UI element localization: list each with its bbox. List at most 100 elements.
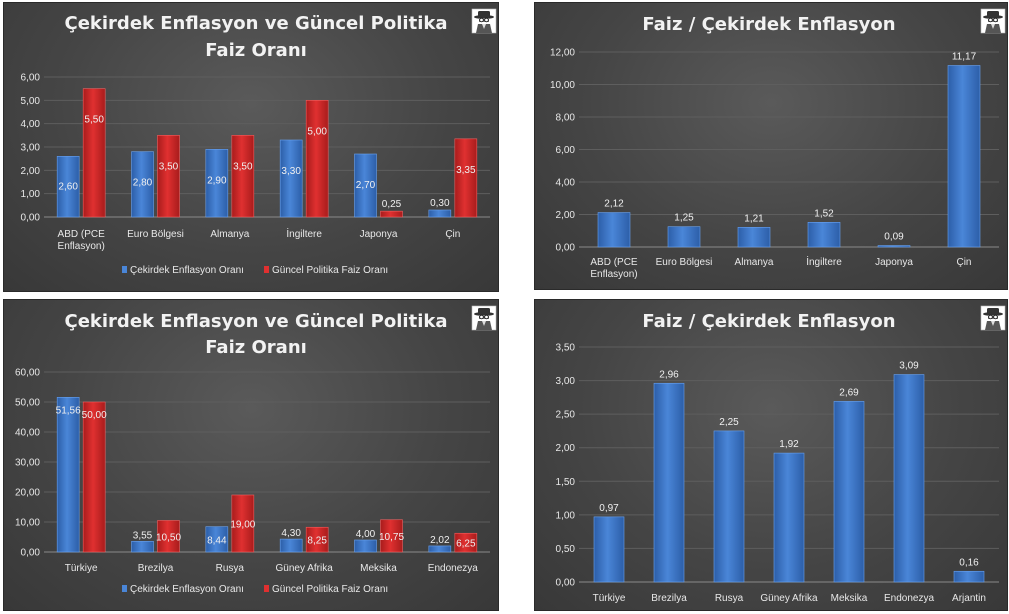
bar-series2 [380,210,403,218]
y-tick-label: 0,50 [556,544,576,555]
bar-series1 [354,153,377,218]
y-tick-label: 50,00 [15,398,40,409]
data-label: 3,55 [133,530,153,541]
y-tick-label: 5,00 [21,96,41,107]
y-tick-label: 0,00 [21,548,41,559]
bar-series2 [157,520,180,553]
y-tick-label: 0,00 [556,243,576,254]
bar-series1 [205,149,229,218]
x-category-label: Rusya [216,563,245,574]
data-label: 3,50 [159,161,179,172]
y-tick-label: 10,00 [15,518,40,529]
x-category-label: Endonezya [428,563,478,574]
data-label: 4,00 [356,529,376,540]
y-tick-label: 1,00 [21,189,41,200]
y-tick-label: 3,00 [556,376,576,387]
chart-title-line: Çekirdek Enflasyon ve Güncel Politika [65,13,448,34]
chart-svg: Faiz / Çekirdek Enflasyon 0,00 0,50 1,00 1,5… [556,305,1006,604]
bar-series1 [773,452,805,583]
chart-title-line: Çekirdek Enflasyon ve Güncel Politika [65,311,448,332]
bar-series1 [428,209,452,218]
y-tick-label: 1,00 [556,510,576,521]
bar-series1 [807,222,841,248]
y-tick-label: 20,00 [15,488,40,499]
y-tick-label: 4,00 [21,119,41,130]
x-category-label: Türkiye [65,563,98,574]
x-category-label: Brezilya [138,563,174,574]
bar-series1 [131,151,154,218]
bar-series1 [205,526,229,553]
bar-series1 [713,430,745,583]
detective-logo-icon [471,305,497,331]
y-tick-label: 2,50 [556,410,576,421]
data-label: 5,50 [84,115,104,126]
x-category-label: Güney Afrika [276,563,334,574]
data-label: 5,00 [307,126,327,137]
data-label: 3,09 [899,361,919,372]
bar-series1 [597,212,631,248]
bar-series2 [305,526,329,553]
data-label: 2,70 [356,180,376,191]
bar-series2 [454,532,478,553]
legend-swatch [122,585,127,592]
x-category-label: Almanya [210,229,249,240]
y-tick-label: 2,00 [556,210,576,221]
data-label: 10,75 [379,532,404,543]
data-label: 3,50 [233,161,253,172]
data-label: 0,09 [884,232,904,243]
data-label: 1,92 [779,439,799,450]
chart-panel-core-inflation-policy-rate-developed: Çekirdek Enflasyon ve Güncel Politika Fai… [3,2,499,292]
bar-series2 [157,135,180,218]
x-category-label: Meksika [360,563,397,574]
bar-series2 [380,519,403,553]
y-tick-label: 1,50 [556,477,576,488]
data-label: 0,97 [599,503,619,514]
y-tick-label: 6,00 [556,145,576,156]
bar-series2 [231,494,255,553]
data-label: 2,02 [430,535,450,546]
bar-series2 [454,138,478,218]
legend-swatch [264,266,269,273]
data-label: 2,25 [719,417,739,428]
bar-series1 [667,226,701,248]
legend-entry: Çekirdek Enflasyon Oranı [130,584,244,595]
x-category-label: Güney Afrika [760,593,818,604]
bar-series1 [833,401,865,583]
x-category-label: ABD (PCE [590,257,638,268]
data-label: 2,80 [133,178,153,189]
bar-series1 [877,245,911,248]
x-category-label: Almanya [735,257,774,268]
bar-series2 [231,135,255,218]
data-label: 2,12 [604,199,624,210]
data-label: 19,00 [230,520,255,531]
bar-series1 [947,65,981,248]
x-category-label: Japonya [360,229,398,240]
data-label: 2,60 [58,182,78,193]
data-label: 2,96 [659,369,679,380]
bar-series1 [593,516,625,583]
x-category-label: Enflasyon) [58,241,105,252]
detective-logo-icon [471,8,497,34]
chart-svg: Faiz / Çekirdek Enflasyon 0,00 2,00 4,00 6,0… [550,8,1006,280]
y-tick-label: 0,00 [21,213,41,224]
y-tick-label: 60,00 [15,368,40,379]
chart-svg: Çekirdek Enflasyon ve Güncel Politika Fai… [15,305,497,595]
y-tick-label: 3,00 [21,143,41,154]
data-label: 51,56 [56,405,81,416]
legend-swatch [264,585,269,592]
data-label: 0,16 [959,557,979,568]
x-category-label: Brezilya [651,593,687,604]
data-label: 4,30 [281,528,301,539]
chart-title-line: Faiz Oranı [205,337,307,358]
y-tick-label: 2,00 [21,166,41,177]
data-label: 3,30 [281,166,301,177]
data-label: 2,69 [839,387,859,398]
data-label: 50,00 [82,410,107,421]
bar-series2 [82,401,106,553]
y-tick-label: 3,50 [556,343,576,354]
data-label: 1,52 [814,208,834,219]
bar-series2 [82,88,106,218]
data-label: 6,25 [456,539,476,550]
chart-panel-rate-over-inflation-emerging: Faiz / Çekirdek Enflasyon 0,00 0,50 1,00 1,5… [534,299,1008,611]
data-label: 1,25 [674,213,694,224]
